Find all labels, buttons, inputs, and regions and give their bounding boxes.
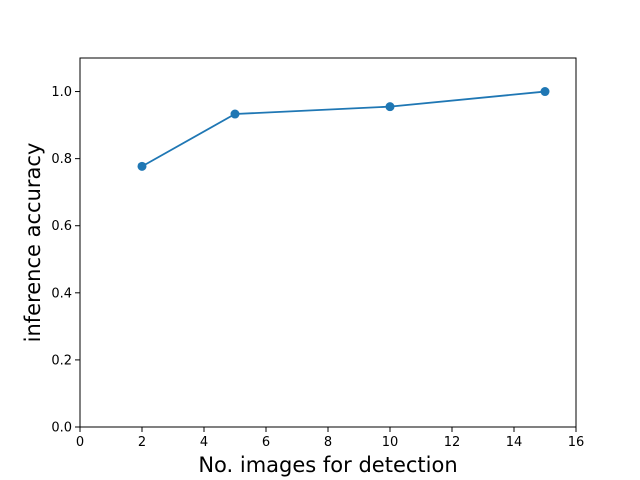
x-tick-label: 6 xyxy=(262,435,270,450)
y-tick-label: 0.0 xyxy=(51,421,72,436)
data-point xyxy=(137,161,147,171)
x-tick-label: 0 xyxy=(76,435,84,450)
x-tick-label: 10 xyxy=(382,435,399,450)
x-tick-label: 14 xyxy=(506,435,523,450)
data-point xyxy=(540,87,550,97)
y-tick-label: 0.6 xyxy=(51,219,72,234)
data-point xyxy=(230,109,240,119)
y-tick-label: 0.4 xyxy=(51,286,72,301)
x-tick-label: 2 xyxy=(138,435,146,450)
y-tick-label: 0.2 xyxy=(51,353,72,368)
y-tick-label: 0.8 xyxy=(51,152,72,167)
y-tick-label: 1.0 xyxy=(51,85,72,100)
series-layer xyxy=(137,87,550,171)
x-tick-label: 8 xyxy=(324,435,332,450)
y-axis-label: inference accuracy xyxy=(21,143,45,343)
x-tick-label: 4 xyxy=(200,435,208,450)
plot-area xyxy=(80,58,576,427)
x-axis-ticks: 0 2 4 6 8 10 12 14 16 xyxy=(76,427,584,450)
x-tick-label: 12 xyxy=(444,435,461,450)
series-line xyxy=(141,90,546,168)
plot-frame xyxy=(79,57,577,428)
x-axis-label: No. images for detection xyxy=(198,453,457,477)
data-point xyxy=(385,102,395,112)
y-axis-ticks: 0.0 0.2 0.4 0.6 0.8 1.0 xyxy=(51,85,80,436)
x-tick-label: 16 xyxy=(568,435,585,450)
